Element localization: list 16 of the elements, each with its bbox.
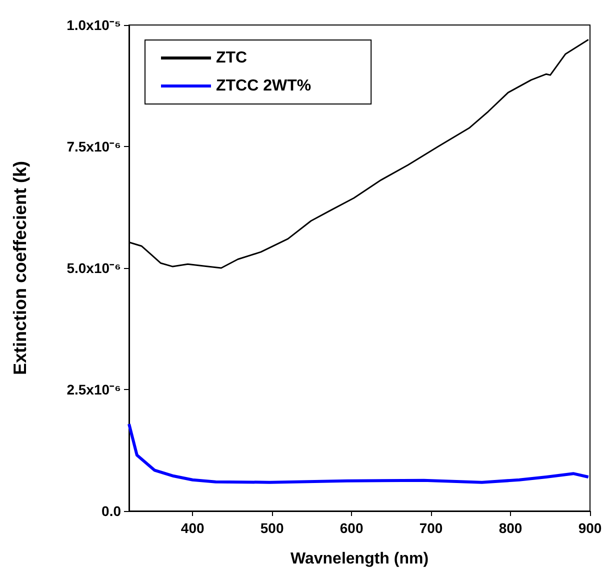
y-tick-label: 7.5x10⁻⁶	[66, 138, 121, 154]
line-series	[128, 422, 590, 484]
x-tick-label: 400	[180, 520, 204, 536]
legend-label: ZTCC 2WT%	[216, 78, 312, 94]
y-tick-label: 2.5x10⁻⁶	[66, 382, 121, 398]
x-axis-title: Wavnelength (nm)	[290, 550, 429, 568]
y-tick-label: 0.0	[102, 503, 122, 519]
x-tick-label: 500	[260, 520, 284, 536]
y-tick-label: 5.0x10⁻⁶	[66, 260, 121, 276]
x-tick-label: 800	[498, 520, 522, 536]
x-tick-label: 700	[419, 520, 443, 536]
x-tick-label: 600	[340, 520, 364, 536]
x-tick-label: 900	[578, 520, 602, 536]
legend-label: ZTC	[216, 50, 248, 66]
y-tick-label: 1.0x10⁻⁵	[66, 17, 121, 33]
y-axis-title: Extinction coeffecient (k)	[10, 160, 30, 376]
